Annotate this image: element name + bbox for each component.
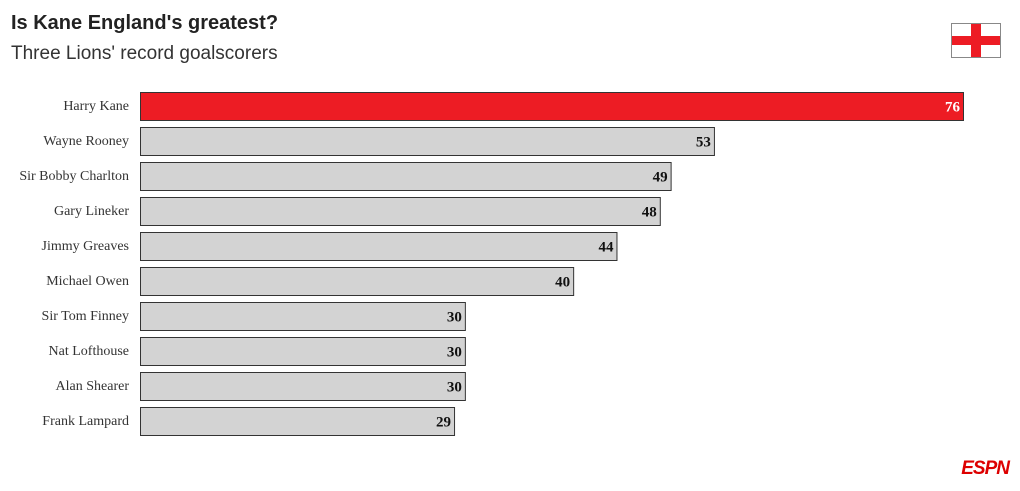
category-label: Jimmy Greaves (42, 239, 129, 254)
bar (140, 92, 964, 121)
category-label: Gary Lineker (54, 204, 129, 219)
value-label: 40 (555, 274, 570, 290)
value-label: 30 (447, 379, 462, 395)
logo: ESPN (961, 458, 1011, 479)
bar (140, 232, 618, 261)
chart-subtitle: Three Lions' record goalscorers (11, 43, 278, 64)
value-label: 29 (436, 414, 451, 430)
category-label: Sir Tom Finney (42, 309, 129, 324)
chart-title: Is Kane England's greatest? (11, 12, 278, 34)
value-label: 53 (696, 134, 711, 150)
category-label: Frank Lampard (42, 414, 129, 429)
bar (140, 162, 672, 191)
bar (140, 407, 456, 436)
value-label: 30 (447, 309, 462, 325)
category-label: Alan Shearer (56, 379, 130, 394)
category-label: Harry Kane (63, 99, 129, 114)
bar (140, 267, 575, 296)
bar (140, 127, 715, 156)
value-label: 44 (598, 239, 614, 255)
value-label: 30 (447, 344, 462, 360)
category-label: Nat Lofthouse (49, 344, 129, 359)
bar (140, 337, 466, 366)
value-label: 76 (945, 99, 961, 115)
england-flag (951, 23, 1001, 58)
category-label: Sir Bobby Charlton (19, 169, 129, 184)
value-label: 48 (642, 204, 657, 220)
bar (140, 302, 466, 331)
bar (140, 372, 466, 401)
bar (140, 197, 661, 226)
category-label: Wayne Rooney (43, 134, 129, 149)
value-label: 49 (653, 169, 668, 185)
category-label: Michael Owen (46, 274, 129, 289)
